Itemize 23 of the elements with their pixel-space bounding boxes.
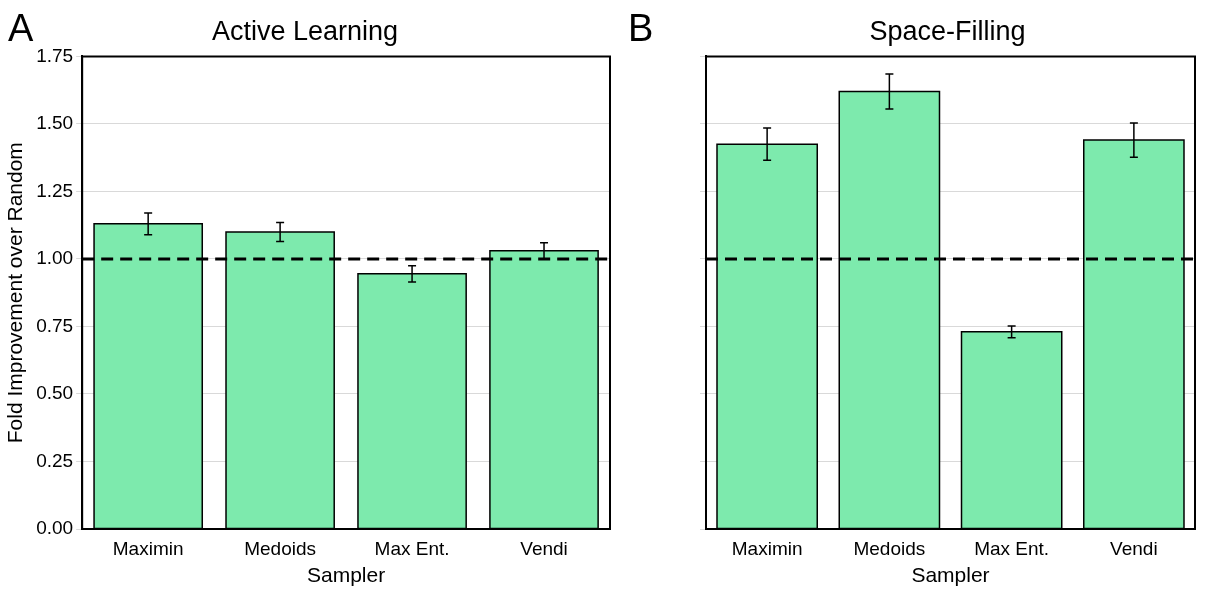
y-tick-label: 0.75 (36, 314, 74, 336)
y-tick-label: 0.25 (36, 449, 74, 471)
x-tick-label: Max Ent. (374, 537, 450, 559)
y-tick-label: 1.25 (36, 179, 74, 201)
x-tick-label: Maximin (731, 537, 803, 559)
x-tick-label: Medoids (244, 537, 317, 559)
x-tick-label: Max Ent. (974, 537, 1050, 559)
x-axis-title: Sampler (911, 563, 990, 587)
x-axis-title: Sampler (306, 563, 386, 587)
x-tick-label: Maximin (112, 537, 184, 559)
y-tick-label: 1.00 (36, 247, 74, 269)
chart-title: Space-Filling (869, 15, 1026, 46)
x-tick-label: Medoids (853, 537, 926, 559)
y-tick-label: 1.75 (36, 44, 74, 66)
x-tick-label: Vendi (1110, 537, 1158, 559)
y-tick-label: 0.00 (36, 517, 74, 539)
y-axis-title: Fold Improvement over Random (3, 142, 27, 444)
text: B (628, 7, 654, 50)
text: A (8, 7, 34, 50)
y-tick-label: 0.50 (36, 382, 74, 404)
x-tick-label: Vendi (520, 537, 568, 559)
chart-title: Active Learning (211, 15, 399, 46)
y-tick-label: 1.50 (36, 112, 74, 134)
